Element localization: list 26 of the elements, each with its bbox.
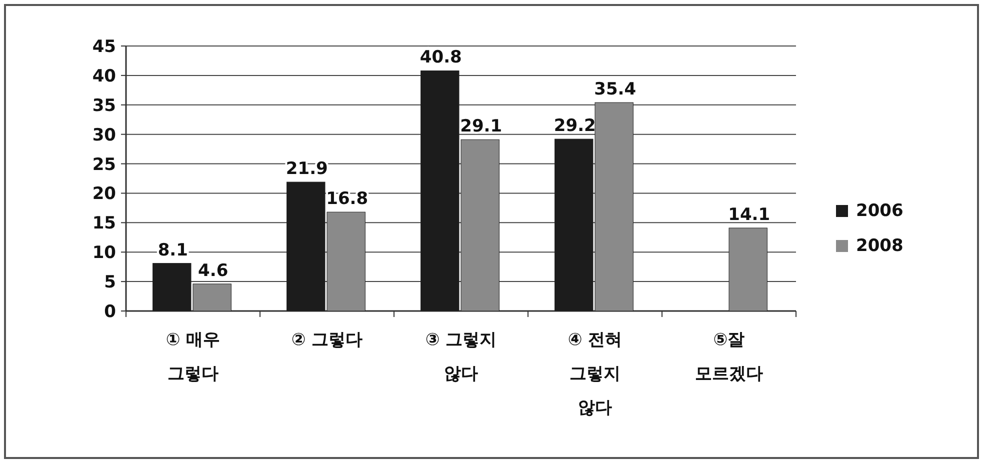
y-tick-label: 30 xyxy=(92,125,116,146)
data-label: 21.9 xyxy=(286,159,328,180)
data-label: 40.8 xyxy=(420,48,462,68)
x-tick-label: ③ 그렇지 않다 xyxy=(424,329,498,386)
data-label: 29.1 xyxy=(460,116,502,137)
x-tick-label: ⑤잘 모르겠다 xyxy=(694,329,764,386)
y-tick-label: 0 xyxy=(104,302,116,322)
y-tick-label: 25 xyxy=(92,154,116,175)
x-tick-label: ② 그렇다 xyxy=(290,329,364,352)
x-tick-label: ④ 전혀 그렇지 않다 xyxy=(566,329,624,420)
data-label: 35.4 xyxy=(594,80,636,100)
data-label: 29.2 xyxy=(554,116,596,136)
y-tick-label: 15 xyxy=(92,214,116,234)
y-tick-label: 45 xyxy=(92,37,116,57)
legend-label: 2008 xyxy=(856,236,904,256)
y-tick-label: 35 xyxy=(92,96,116,116)
x-tick-label: ① 매우 그렇다 xyxy=(164,329,222,386)
data-label: 14.1 xyxy=(728,204,770,225)
data-label: 4.6 xyxy=(198,260,228,281)
y-tick-label: 10 xyxy=(92,243,116,264)
y-tick-label: 40 xyxy=(92,66,116,86)
y-tick-label: 5 xyxy=(104,272,116,293)
bar xyxy=(728,228,768,312)
data-label: 16.8 xyxy=(326,189,368,210)
y-tick-label: 20 xyxy=(92,184,116,204)
legend-label: 2006 xyxy=(856,201,904,221)
